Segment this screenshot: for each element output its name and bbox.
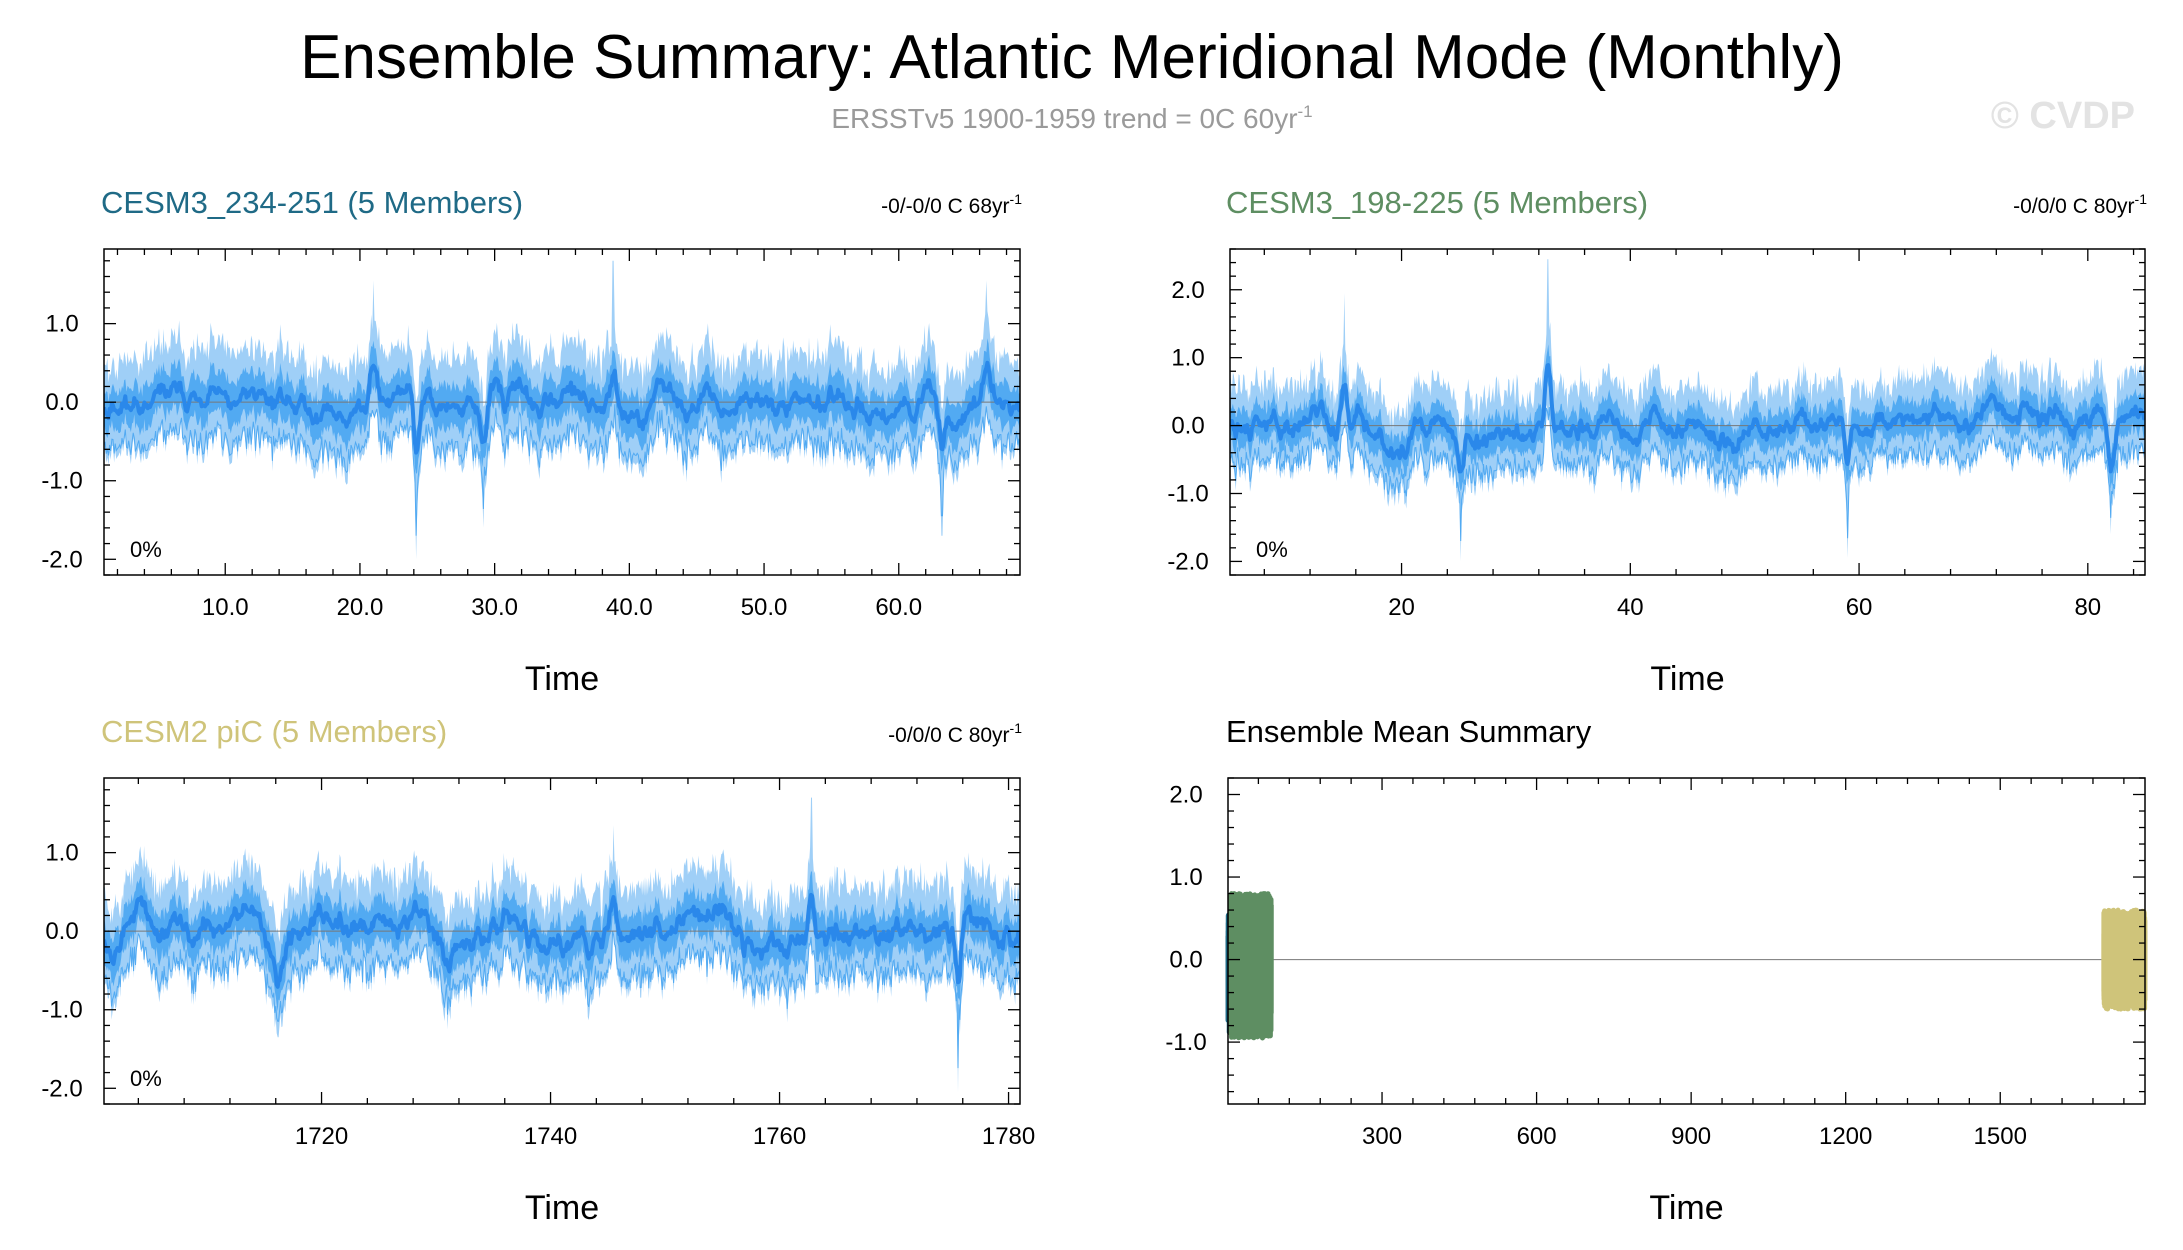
panel-percent: 0%: [130, 1066, 162, 1091]
figure-subtitle: ERSSTv5 1900-1959 trend = 0C 60yr-1: [831, 102, 1312, 134]
ensemble-low-trace: [104, 931, 1020, 1069]
panel-trend-sup: -1: [2135, 191, 2148, 207]
ensemble-mean-line: [104, 360, 1020, 455]
panel-trend: -0/0/0 C 80yr-1: [888, 720, 1022, 747]
y-tick-label: 1.0: [45, 311, 78, 338]
y-tick-label: 2.0: [1171, 277, 1204, 304]
y-tick-label: 0.0: [1171, 413, 1204, 440]
panel-percent: 0%: [1256, 537, 1288, 562]
panel-title: CESM2 piC (5 Members): [101, 714, 447, 749]
y-tick-label: 2.0: [1169, 782, 1202, 809]
y-tick-label: -1.0: [41, 997, 82, 1024]
plot-frame: [1227, 777, 2146, 1105]
y-tick-label: -1.0: [1167, 481, 1208, 508]
x-axis-label: Time: [525, 1189, 599, 1227]
figure-subtitle-sup: -1: [1298, 102, 1313, 121]
chart-panels: -2.0 -1.0 0.0 1.0 10.0 20.0 30.0 40.0 50.0 60.0 CE…: [41, 185, 2148, 1227]
ensemble-mean-line: [104, 892, 1020, 989]
x-tick-label: 50.0: [741, 594, 788, 621]
panel-4: -1.0 0.0 1.0 2.0 300 600 900 1200 1500 Ensemble M…: [1165, 714, 2148, 1227]
x-tick-label: 1200: [1819, 1123, 1872, 1150]
x-tick-label: 40: [1617, 594, 1644, 621]
y-tick-label: 1.0: [1169, 864, 1202, 891]
panel-trend-text: -0/0/0 C 80yr: [888, 724, 1009, 747]
panel-title: CESM3_198-225 (5 Members): [1226, 185, 1648, 220]
x-axis-label: Time: [525, 660, 599, 698]
panel-percent: 0%: [130, 537, 162, 562]
x-tick-label: 30.0: [471, 594, 518, 621]
panel-trend: -0/-0/0 C 68yr-1: [881, 191, 1022, 218]
x-tick-label: 20: [1388, 594, 1415, 621]
summary-series-3: [2101, 907, 2148, 1012]
panel-trend-sup: -1: [1010, 191, 1023, 207]
cvdp-logo: © CVDP: [1991, 95, 2135, 137]
y-tick-label: 1.0: [1171, 345, 1204, 372]
x-tick-label: 300: [1362, 1123, 1402, 1150]
x-axis-label: Time: [1649, 1189, 1723, 1227]
y-tick-label: -2.0: [41, 546, 82, 573]
y-tick-label: 0.0: [45, 918, 78, 945]
plot-frame: [103, 248, 1021, 576]
plot-area: [104, 797, 1020, 1093]
x-tick-label: 20.0: [337, 594, 384, 621]
x-tick-label: 1760: [753, 1123, 806, 1150]
ensemble-interquartile-band: [104, 338, 1020, 474]
panel-2: -2.0 -1.0 0.0 1.0 2.0 20 40 60 80 CESM3_198-225 (…: [1167, 185, 2147, 698]
plot-area: [104, 260, 1020, 560]
panel-trend-sup: -1: [1010, 720, 1023, 736]
panel-3: -2.0 -1.0 0.0 1.0 1720 1740 1760 1780 CESM2 piC …: [41, 714, 1035, 1227]
panel-1: -2.0 -1.0 0.0 1.0 10.0 20.0 30.0 40.0 50.0 60.0 CE…: [41, 185, 1022, 698]
x-tick-label: 60: [1846, 594, 1873, 621]
x-tick-label: 600: [1517, 1123, 1557, 1150]
x-tick-label: 1740: [524, 1123, 577, 1150]
y-tick-label: 0.0: [1169, 947, 1202, 974]
panel-trend: -0/0/0 C 80yr-1: [2013, 191, 2147, 218]
x-tick-label: 1780: [982, 1123, 1035, 1150]
y-tick-label: -2.0: [1167, 548, 1208, 575]
x-tick-label: 40.0: [606, 594, 653, 621]
x-tick-label: 900: [1671, 1123, 1711, 1150]
y-tick-label: 0.0: [45, 389, 78, 416]
panel-trend-text: -0/0/0 C 80yr: [2013, 195, 2134, 218]
y-tick-label: 1.0: [45, 840, 78, 867]
summary-series-2: [1227, 891, 1274, 1041]
x-axis-label: Time: [1650, 660, 1724, 698]
panel-trend-text: -0/-0/0 C 68yr: [881, 195, 1009, 218]
plot-area: [1230, 259, 2145, 562]
y-tick-label: -2.0: [41, 1075, 82, 1102]
x-tick-label: 80: [2074, 594, 2101, 621]
y-tick-label: -1.0: [41, 468, 82, 495]
ensemble-low-trace: [1230, 406, 2145, 542]
figure-title: Ensemble Summary: Atlantic Meridional Mo…: [300, 23, 1844, 92]
x-tick-label: 10.0: [202, 594, 249, 621]
ensemble-low-trace: [104, 404, 1020, 536]
x-tick-label: 1720: [295, 1123, 348, 1150]
x-tick-label: 1500: [1974, 1123, 2027, 1150]
plot-frame: [103, 777, 1021, 1105]
figure-subtitle-text: ERSSTv5 1900-1959 trend = 0C 60yr: [831, 103, 1297, 134]
x-tick-label: 60.0: [875, 594, 922, 621]
panel-title: Ensemble Mean Summary: [1226, 714, 1592, 749]
y-tick-label: -1.0: [1165, 1029, 1206, 1056]
ensemble-mean-line: [1230, 363, 2145, 474]
panel-title: CESM3_234-251 (5 Members): [101, 185, 523, 220]
